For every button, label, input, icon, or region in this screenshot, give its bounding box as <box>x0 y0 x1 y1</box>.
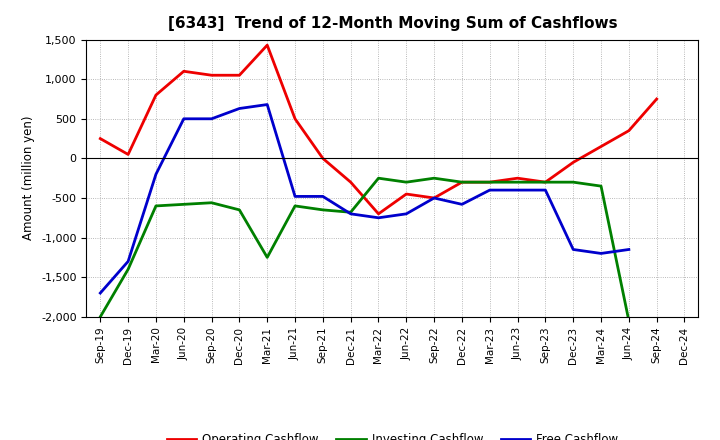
Free Cashflow <box>263 102 271 107</box>
Investing Cashflow <box>597 183 606 189</box>
Investing Cashflow <box>263 255 271 260</box>
Investing Cashflow <box>346 209 355 215</box>
Free Cashflow <box>458 202 467 207</box>
Investing Cashflow <box>513 180 522 185</box>
Operating Cashflow <box>291 116 300 121</box>
Operating Cashflow <box>263 43 271 48</box>
Operating Cashflow <box>513 176 522 181</box>
Operating Cashflow <box>402 191 410 197</box>
Free Cashflow <box>318 194 327 199</box>
Operating Cashflow <box>541 180 550 185</box>
Investing Cashflow <box>179 202 188 207</box>
Operating Cashflow <box>597 144 606 149</box>
Investing Cashflow <box>458 180 467 185</box>
Operating Cashflow <box>318 156 327 161</box>
Free Cashflow <box>235 106 243 111</box>
Investing Cashflow <box>318 207 327 213</box>
Investing Cashflow <box>569 180 577 185</box>
Free Cashflow <box>597 251 606 256</box>
Operating Cashflow <box>207 73 216 78</box>
Free Cashflow <box>96 290 104 296</box>
Operating Cashflow <box>235 73 243 78</box>
Operating Cashflow <box>96 136 104 141</box>
Operating Cashflow <box>430 195 438 201</box>
Operating Cashflow <box>374 211 383 216</box>
Free Cashflow <box>485 187 494 193</box>
Free Cashflow <box>124 259 132 264</box>
Line: Free Cashflow: Free Cashflow <box>100 105 629 293</box>
Free Cashflow <box>152 172 161 177</box>
Investing Cashflow <box>430 176 438 181</box>
Investing Cashflow <box>96 314 104 319</box>
Free Cashflow <box>569 247 577 252</box>
Operating Cashflow <box>179 69 188 74</box>
Operating Cashflow <box>652 96 661 102</box>
Title: [6343]  Trend of 12-Month Moving Sum of Cashflows: [6343] Trend of 12-Month Moving Sum of C… <box>168 16 617 32</box>
Free Cashflow <box>513 187 522 193</box>
Operating Cashflow <box>346 180 355 185</box>
Investing Cashflow <box>402 180 410 185</box>
Investing Cashflow <box>374 176 383 181</box>
Free Cashflow <box>430 195 438 201</box>
Free Cashflow <box>346 211 355 216</box>
Free Cashflow <box>402 211 410 216</box>
Operating Cashflow <box>458 180 467 185</box>
Free Cashflow <box>624 247 633 252</box>
Line: Investing Cashflow: Investing Cashflow <box>100 178 629 321</box>
Free Cashflow <box>291 194 300 199</box>
Free Cashflow <box>374 215 383 220</box>
Line: Operating Cashflow: Operating Cashflow <box>100 45 657 214</box>
Free Cashflow <box>179 116 188 121</box>
Operating Cashflow <box>624 128 633 133</box>
Investing Cashflow <box>291 203 300 209</box>
Free Cashflow <box>207 116 216 121</box>
Investing Cashflow <box>152 203 161 209</box>
Investing Cashflow <box>207 200 216 205</box>
Operating Cashflow <box>152 92 161 98</box>
Y-axis label: Amount (million yen): Amount (million yen) <box>22 116 35 240</box>
Legend: Operating Cashflow, Investing Cashflow, Free Cashflow: Operating Cashflow, Investing Cashflow, … <box>162 428 623 440</box>
Investing Cashflow <box>235 207 243 213</box>
Investing Cashflow <box>624 318 633 323</box>
Investing Cashflow <box>124 267 132 272</box>
Operating Cashflow <box>485 180 494 185</box>
Operating Cashflow <box>569 160 577 165</box>
Operating Cashflow <box>124 152 132 157</box>
Free Cashflow <box>541 187 550 193</box>
Investing Cashflow <box>541 180 550 185</box>
Investing Cashflow <box>485 180 494 185</box>
